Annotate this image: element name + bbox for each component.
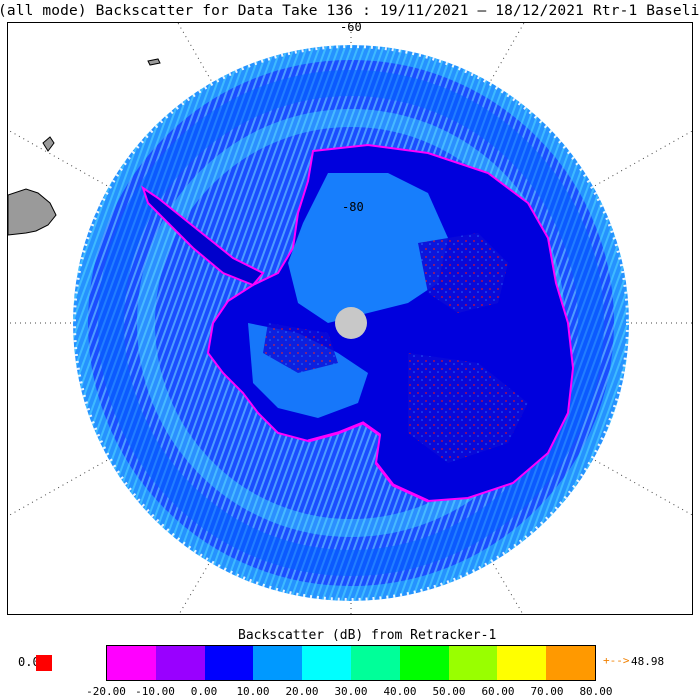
colorbar-tick-label: 30.00 (334, 685, 368, 698)
latitude-label-outer: -60 (340, 20, 362, 34)
colorbar-bin (107, 646, 156, 680)
map-frame (7, 22, 693, 615)
antarctica (141, 143, 575, 503)
colorbar-tick-label: 10.00 (236, 685, 270, 698)
above-range-label: 48.98 (631, 655, 665, 668)
colorbar-tick-label: 80.00 (579, 685, 613, 698)
colorbar-title: Backscatter (dB) from Retracker-1 (238, 628, 497, 643)
south-america-tip (8, 58, 161, 236)
map-title: (all mode) Backscatter for Data Take 136… (0, 3, 700, 19)
colorbar-tick-label: 20.00 (285, 685, 319, 698)
pole-hole (335, 307, 367, 339)
colorbar-bin (497, 646, 547, 680)
colorbar-bin (155, 646, 205, 680)
colorbar-tick-label: 70.00 (530, 685, 564, 698)
colorbar-tick-label: -10.00 (135, 685, 175, 698)
colorbar-tick-label: 60.00 (481, 685, 515, 698)
colorbar-bin (204, 646, 254, 680)
colorbar-tick-label: 50.00 (432, 685, 466, 698)
colorbar (106, 645, 596, 681)
polar-map (8, 23, 692, 614)
antarctic-peninsula (141, 185, 265, 287)
colorbar-tick-label: -20.00 (86, 685, 126, 698)
colorbar-tick-label: 40.00 (383, 685, 417, 698)
colorbar-tick-label: 0.00 (190, 685, 218, 698)
colorbar-bin (546, 646, 595, 680)
colorbar-bin (448, 646, 498, 680)
above-range-arrow-icon: +--> (603, 654, 630, 667)
below-range-label: 0.0 (18, 655, 40, 669)
below-range-swatch (36, 655, 52, 671)
colorbar-bin (302, 646, 351, 680)
colorbar-bin (399, 646, 449, 680)
latitude-label-inner: -80 (342, 200, 364, 214)
colorbar-bin (253, 646, 303, 680)
colorbar-bin (350, 646, 400, 680)
